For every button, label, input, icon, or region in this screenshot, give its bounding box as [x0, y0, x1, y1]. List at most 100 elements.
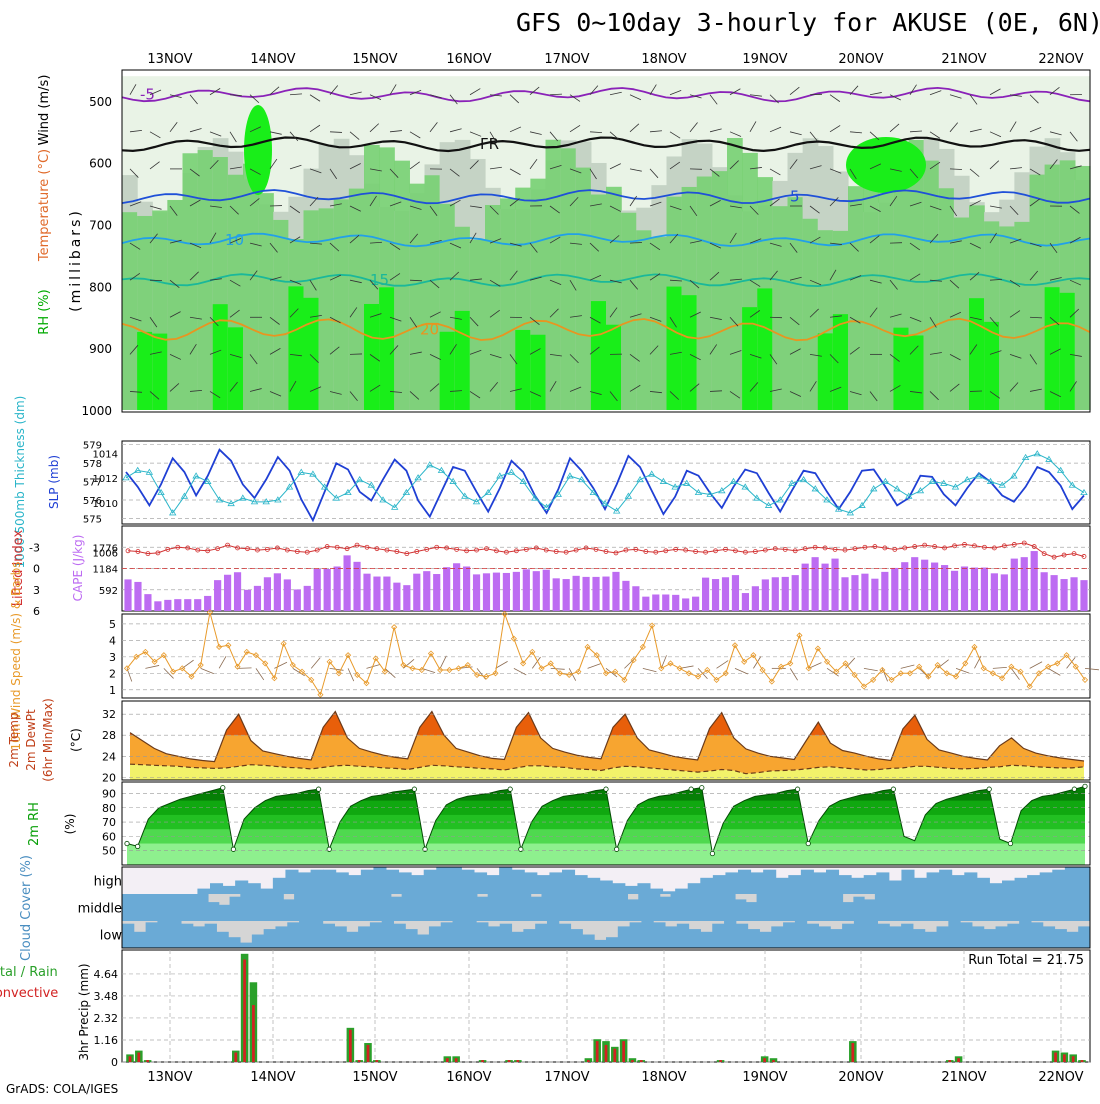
precip-convective-bar: [129, 1056, 132, 1062]
cloud-cell: [1025, 894, 1036, 921]
slp-tick-label: 1012: [93, 474, 118, 485]
rh-layer-bright: [757, 288, 773, 410]
rh-layer-bright: [818, 333, 834, 410]
footer-credit: GrADS: COLA/IGES: [6, 1082, 118, 1096]
cloud-cell: [402, 894, 413, 921]
cloud-cell: [637, 883, 650, 894]
cloud-cell: [474, 872, 487, 894]
rh2m-tick-label: 70: [102, 816, 116, 829]
cloud-cell: [875, 894, 886, 921]
rh2m-marker: [604, 787, 608, 791]
cloud-cell: [240, 943, 252, 948]
cloud-cell: [488, 894, 499, 921]
cloud-cell: [1015, 878, 1028, 894]
precip-convective-bar: [631, 1060, 634, 1062]
top-day-label: 20NOV: [838, 52, 883, 67]
cape-bar: [812, 557, 819, 611]
cloud-cell: [689, 929, 701, 948]
cloud-cell: [763, 870, 776, 894]
cape-bar: [1060, 579, 1067, 611]
cape-bar: [184, 599, 191, 611]
cloud-cell: [977, 878, 990, 894]
cloud-cell: [807, 924, 819, 948]
chart-title: GFS 0~10day 3-hourly for AKUSE (0E, 6N): [516, 8, 1100, 37]
cape-bar: [951, 571, 958, 611]
cloud-cell: [989, 883, 1002, 894]
cloud-cell: [283, 899, 294, 921]
cloud-cell: [641, 921, 653, 948]
cloud-cell: [878, 924, 890, 948]
cloud-cell: [235, 881, 248, 895]
cape-bar: [931, 563, 938, 611]
cloud-cell: [531, 897, 542, 921]
cloud-cell: [964, 872, 977, 894]
precip-tick-label: 3.48: [94, 990, 119, 1003]
cape-bar: [841, 577, 848, 611]
cloud-cell: [512, 870, 525, 894]
cape-bar: [792, 575, 799, 611]
cloud-cell: [336, 872, 349, 894]
cloud-cell: [248, 883, 261, 894]
rh2m-marker: [412, 787, 416, 791]
temp-tick-label: 32: [102, 708, 116, 721]
cloud-cell: [1079, 894, 1090, 921]
rh2m-marker: [689, 787, 693, 791]
cloud-cell: [500, 924, 512, 948]
cloud-cell: [287, 922, 299, 948]
cape-bar: [1031, 551, 1038, 611]
cloud-cell: [165, 894, 176, 921]
cloud-cell: [499, 867, 512, 894]
bottom-day-label: 19NOV: [742, 1070, 787, 1085]
precip-convective-bar: [446, 1058, 449, 1062]
cape-bar: [881, 572, 888, 611]
rh-layer-bright: [969, 298, 985, 410]
cape-bar: [831, 559, 838, 611]
cloud-cell: [146, 922, 158, 948]
wind10-tick-label: 1: [109, 684, 116, 697]
cloud-cell: [832, 894, 843, 921]
rh2m-unit-label: (%): [63, 814, 77, 835]
cloud-cell: [625, 886, 638, 894]
rh2m-marker: [135, 844, 139, 848]
precip-convective-bar: [146, 1060, 149, 1062]
cloud-cell: [901, 870, 914, 894]
cape-bar: [782, 577, 789, 611]
bottom-day-label: 13NOV: [147, 1070, 192, 1085]
cape-bar: [473, 574, 480, 611]
precip-convective-bar: [349, 1030, 352, 1062]
rh-layer-green: [500, 198, 516, 410]
rh-layer-green: [1030, 175, 1046, 410]
rh-layer-bright: [455, 311, 471, 410]
cloud-cell: [982, 894, 993, 921]
rh2m-marker: [508, 787, 512, 791]
cloud-cell: [251, 894, 262, 921]
temp-axis-label: 2m DewPt: [24, 709, 38, 771]
cloud-cell: [193, 926, 205, 948]
precip-convective-bar: [516, 1060, 519, 1062]
rh-layer-green: [576, 168, 592, 410]
precip-convective-bar: [137, 1053, 140, 1062]
cloud-cell: [386, 870, 399, 894]
cape-bar: [1001, 574, 1008, 611]
cloud-cell: [273, 894, 284, 921]
cloud-cell: [311, 870, 324, 894]
cape-bar: [752, 586, 759, 611]
cloud-cell: [285, 870, 298, 894]
cloud-cell: [864, 899, 875, 921]
temp-tick-label: 24: [102, 750, 116, 763]
cloud-cell: [411, 875, 424, 894]
precip-convective-bar: [1081, 1060, 1084, 1062]
cloud-cell: [735, 899, 746, 921]
rh-panel: -5FR51015205006007008009001000(millibars…: [37, 70, 1091, 418]
lifted-index-tick-label: 3: [33, 584, 40, 597]
cloud-cell: [346, 932, 358, 948]
rh-layer-bright: [833, 314, 849, 410]
cloud-cell: [541, 894, 552, 921]
cape-bar: [373, 577, 380, 611]
cape-bar: [413, 574, 420, 611]
cloud-cell: [776, 878, 789, 894]
rh-layer-bright: [742, 307, 758, 410]
rh-layer-green: [485, 205, 501, 410]
cape-bar: [533, 571, 540, 611]
